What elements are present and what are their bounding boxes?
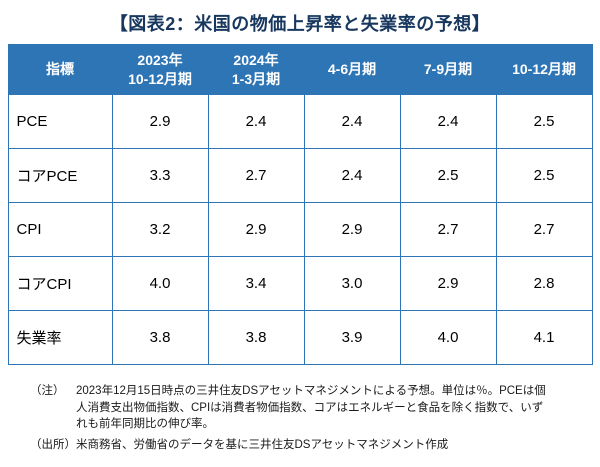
- source-row: （出所） 米商務省、労働省のデータを基に三井住友DSアセットマネジメント作成: [30, 437, 600, 454]
- cell-value: 2.7: [207, 148, 305, 203]
- cell-value: 3.3: [111, 148, 209, 203]
- cell-value: 2.5: [495, 94, 593, 149]
- table-header-row: 指標 2023年 10-12月期 2024年 1-3月期 4-6月期 7-9月期…: [7, 44, 593, 95]
- table-row-unemployment: 失業率 3.8 3.8 3.9 4.0 4.1: [7, 310, 593, 365]
- note-text: 2023年12月15日時点の三井住友DSアセットマネジメントによる予想。単位は％…: [76, 385, 546, 431]
- cell-value: 2.4: [207, 94, 305, 149]
- cell-value: 2.5: [495, 148, 593, 203]
- table-row-pce: PCE 2.9 2.4 2.4 2.4 2.5: [7, 94, 593, 149]
- header-2023-q4: 2023年 10-12月期: [111, 44, 209, 95]
- header-2024-q1: 2024年 1-3月期: [207, 44, 305, 95]
- source-label: （出所）: [30, 439, 76, 452]
- note-row: （注） 2023年12月15日時点の三井住友DSアセットマネジメントによる予想。…: [30, 383, 600, 433]
- figure-title: 【図表2：米国の物価上昇率と失業率の予想】: [109, 14, 491, 34]
- row-label-pce: PCE: [7, 94, 113, 149]
- table-row-cpi: CPI 3.2 2.9 2.9 2.7 2.7: [7, 202, 593, 257]
- table-row-core-cpi: コアCPI 4.0 3.4 3.0 2.9 2.8: [7, 256, 593, 311]
- cell-value: 2.8: [495, 256, 593, 311]
- cell-value: 4.1: [495, 310, 593, 365]
- row-label-core-pce: コアPCE: [7, 148, 113, 203]
- cell-value: 2.7: [399, 202, 497, 257]
- header-q2: 4-6月期: [303, 44, 401, 95]
- cell-value: 4.0: [399, 310, 497, 365]
- cell-value: 3.0: [303, 256, 401, 311]
- header-q3: 7-9月期: [399, 44, 497, 95]
- header-indicator: 指標: [7, 44, 113, 95]
- cell-value: 3.9: [303, 310, 401, 365]
- cell-value: 3.8: [207, 310, 305, 365]
- header-q4: 10-12月期: [495, 44, 593, 95]
- row-label-unemployment: 失業率: [7, 310, 113, 365]
- cell-value: 2.4: [399, 94, 497, 149]
- cell-value: 2.7: [495, 202, 593, 257]
- cell-value: 2.9: [399, 256, 497, 311]
- cell-value: 3.2: [111, 202, 209, 257]
- source-text: 米商務省、労働省のデータを基に三井住友DSアセットマネジメント作成: [76, 439, 449, 452]
- row-label-cpi: CPI: [7, 202, 113, 257]
- cell-value: 2.9: [207, 202, 305, 257]
- footnotes: （注） 2023年12月15日時点の三井住友DSアセットマネジメントによる予想。…: [30, 383, 600, 454]
- row-label-core-cpi: コアCPI: [7, 256, 113, 311]
- cell-value: 2.9: [111, 94, 209, 149]
- cell-value: 2.9: [303, 202, 401, 257]
- cell-value: 2.4: [303, 148, 401, 203]
- cell-value: 2.5: [399, 148, 497, 203]
- note-label: （注）: [30, 385, 65, 397]
- cell-value: 4.0: [111, 256, 209, 311]
- table-row-core-pce: コアPCE 3.3 2.7 2.4 2.5 2.5: [7, 148, 593, 203]
- cell-value: 3.8: [111, 310, 209, 365]
- cell-value: 3.4: [207, 256, 305, 311]
- forecast-table: 指標 2023年 10-12月期 2024年 1-3月期 4-6月期 7-9月期…: [7, 44, 593, 365]
- cell-value: 2.4: [303, 94, 401, 149]
